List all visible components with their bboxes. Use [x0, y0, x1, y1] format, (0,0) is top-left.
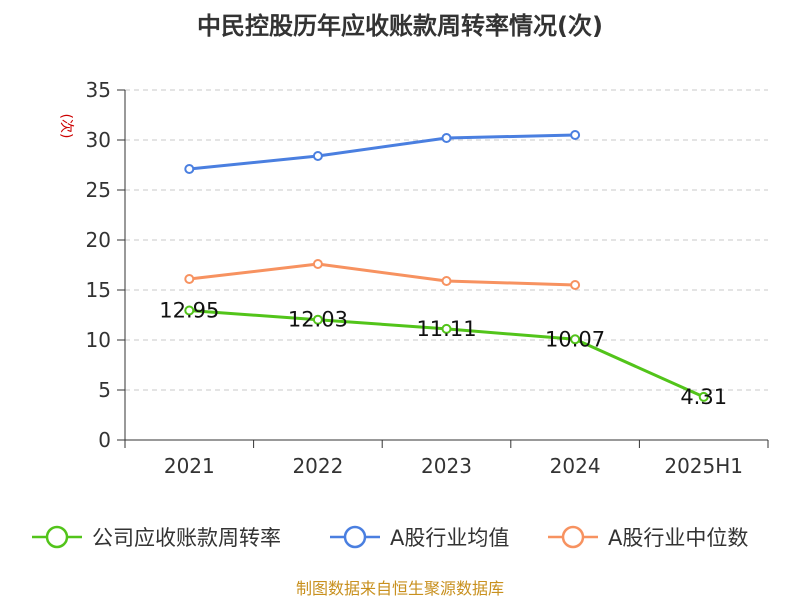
grid [125, 89, 768, 391]
x-tick-label: 2022 [292, 454, 343, 478]
x-tick-label: 2023 [421, 454, 472, 478]
legend-marker-icon [561, 525, 585, 549]
x-tick-label: 2025H1 [664, 454, 743, 478]
source-note: 制图数据来自恒生聚源数据库 [296, 579, 504, 598]
y-tick-label: 35 [86, 78, 111, 102]
data-point-0 [184, 305, 195, 316]
data-label: 12.95 [159, 299, 219, 323]
chart-title: 中民控股历年应收账款周转率情况(次) [197, 12, 603, 40]
legend-item[interactable]: 公司应收账款周转率 [32, 525, 281, 550]
data-point-1 [312, 151, 323, 161]
data-label: 11.11 [416, 317, 476, 341]
y-tick-label: 10 [86, 328, 111, 352]
x-tick-label: 2024 [550, 454, 601, 478]
axes: 0 5 10 15 20 25 30 35 2021 2022 2023 2024 2025H1 [86, 78, 769, 478]
series-line-1 [189, 133, 576, 171]
data-point-2 [184, 274, 195, 284]
legend-item[interactable]: A股行业均值 [330, 525, 509, 550]
data-label: 12.03 [288, 308, 348, 332]
y-tick-label: 20 [86, 228, 111, 252]
legend-label: 公司应收账款周转率 [92, 526, 281, 550]
data-point-0 [312, 314, 323, 325]
data-point-0 [441, 323, 452, 334]
y-tick-label: 0 [98, 428, 111, 452]
series-layer [184, 130, 709, 402]
legend-label: A股行业均值 [390, 526, 509, 550]
data-point-1 [570, 130, 581, 140]
series-line-2 [189, 262, 576, 287]
data-point-2 [441, 276, 452, 286]
data-point-1 [441, 133, 452, 143]
legend-label: A股行业中位数 [608, 526, 748, 550]
legend-marker-icon [343, 525, 367, 549]
legend[interactable]: 公司应收账款周转率 A股行业均值 A股行业中位数 [32, 525, 748, 550]
y-axis-label: (次) [58, 114, 74, 139]
data-point-1 [184, 164, 195, 174]
y-tick-label: 25 [86, 178, 111, 202]
x-tick-label: 2021 [164, 454, 215, 478]
data-point-0 [570, 334, 581, 345]
y-tick-label: 5 [98, 378, 111, 402]
data-labels: 12.95 12.03 11.11 10.07 4.31 [159, 299, 727, 409]
data-point-2 [312, 259, 323, 269]
legend-item[interactable]: A股行业中位数 [548, 525, 748, 550]
data-label: 4.31 [680, 385, 727, 409]
data-point-0 [698, 391, 709, 402]
legend-marker-icon [45, 525, 69, 549]
data-point-2 [570, 280, 581, 290]
y-tick-label: 15 [86, 278, 111, 302]
data-label: 10.07 [545, 327, 605, 351]
y-tick-label: 30 [86, 128, 111, 152]
